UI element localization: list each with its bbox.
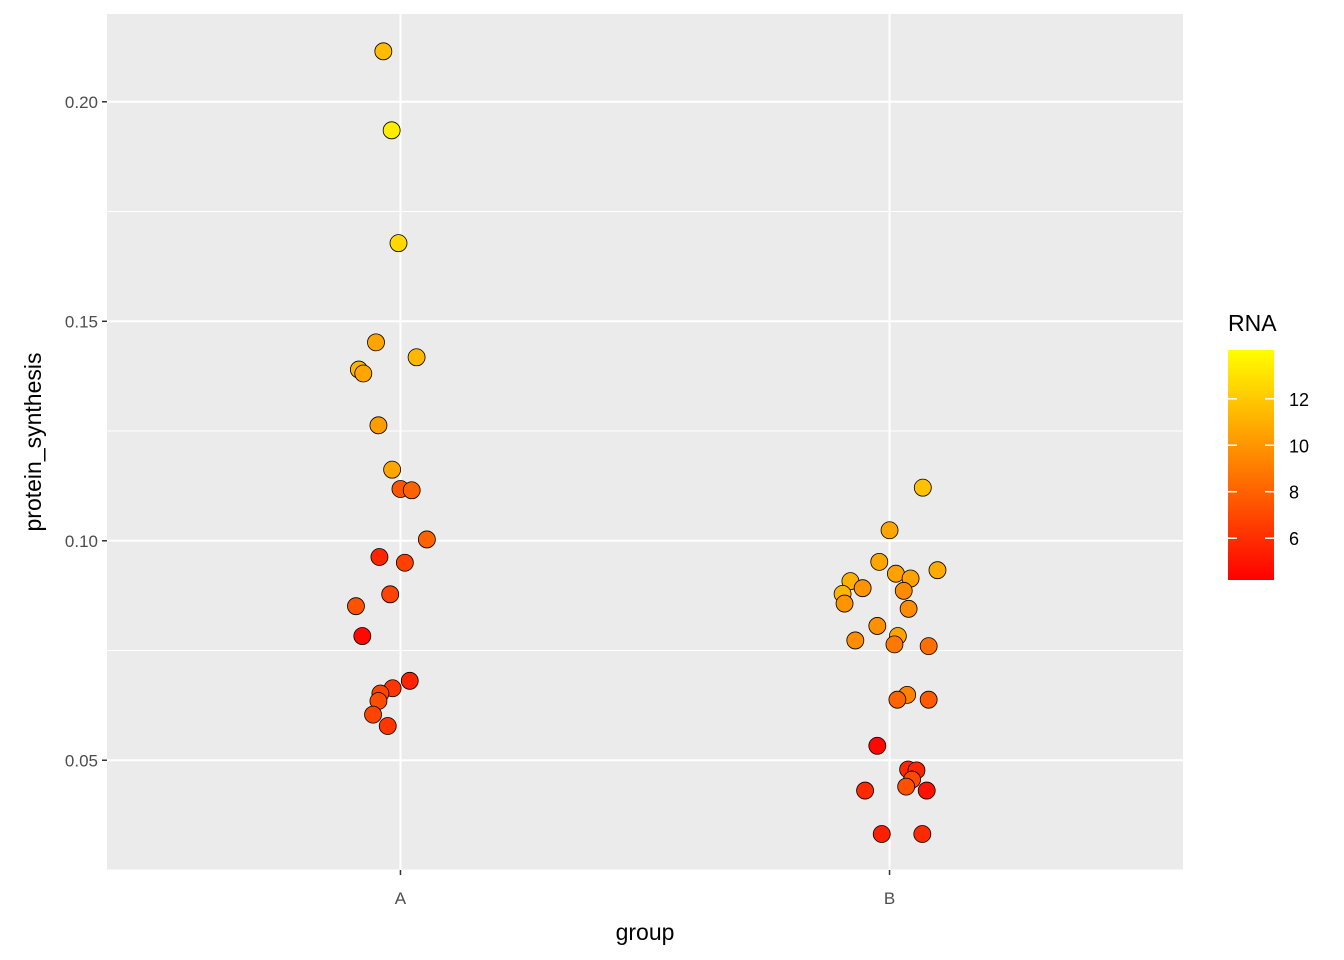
data-point — [846, 631, 865, 650]
data-point — [374, 42, 393, 61]
data-point — [370, 548, 389, 566]
data-point — [913, 478, 932, 497]
data-point — [899, 599, 918, 618]
data-point — [381, 585, 400, 604]
minor-gridlines — [107, 211, 1183, 871]
y-tick-label: 0.20 — [65, 93, 98, 112]
data-point — [347, 597, 365, 616]
legend-tick-label: 12 — [1289, 390, 1309, 410]
y-tick-label: 0.05 — [65, 751, 98, 770]
data-point — [919, 690, 938, 709]
data-point — [369, 416, 388, 435]
legend-tick-label: 10 — [1289, 436, 1309, 456]
legend-tick-label: 8 — [1289, 483, 1299, 503]
data-point — [868, 617, 887, 635]
y-tick-label: 0.10 — [65, 532, 98, 551]
major-gridlines — [107, 14, 1183, 870]
legend-title: RNA — [1228, 310, 1277, 336]
data-points — [347, 42, 947, 843]
data-point — [928, 561, 947, 580]
data-point — [856, 781, 874, 800]
data-point — [353, 627, 372, 645]
data-point — [395, 553, 414, 572]
y-tick-label: 0.15 — [65, 312, 98, 331]
data-point — [364, 705, 382, 724]
x-tick-label: A — [395, 889, 407, 908]
data-point — [367, 333, 385, 352]
data-point — [913, 825, 932, 843]
plot-panel — [107, 14, 1183, 870]
data-point — [354, 364, 373, 383]
y-axis-title: protein_synthesis — [20, 353, 46, 532]
data-point — [389, 234, 408, 253]
data-point — [870, 552, 889, 571]
data-point — [378, 717, 397, 735]
color-legend: RNA 6 8 10 12 — [1228, 310, 1309, 580]
data-point — [402, 481, 421, 500]
data-point — [400, 671, 419, 690]
data-point — [919, 637, 938, 656]
legend-colorbar — [1228, 350, 1274, 580]
legend-ticks: 6 8 10 12 — [1228, 390, 1309, 549]
data-point — [868, 736, 887, 755]
x-axis-title: group — [616, 919, 675, 945]
data-point — [888, 690, 907, 709]
data-point — [407, 348, 426, 367]
data-point — [872, 825, 891, 843]
x-tick-label: B — [884, 889, 895, 908]
data-point — [383, 460, 402, 479]
data-point — [417, 530, 436, 549]
legend-tick-label: 6 — [1289, 529, 1299, 549]
data-point — [885, 635, 904, 654]
data-point — [853, 579, 872, 598]
data-point — [894, 581, 913, 600]
data-point — [880, 521, 899, 540]
data-point — [897, 777, 916, 796]
data-point — [917, 781, 936, 800]
y-axis: 0.05 0.10 0.15 0.20 — [65, 93, 107, 770]
data-point — [835, 594, 854, 613]
data-point — [382, 121, 401, 140]
